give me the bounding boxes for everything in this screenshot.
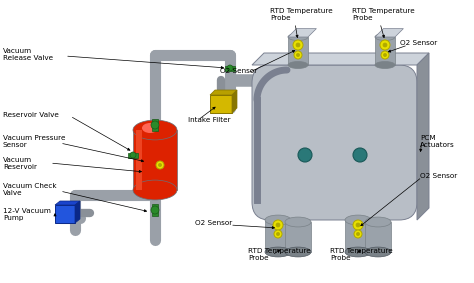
- Circle shape: [151, 206, 159, 214]
- Text: O2 Sensor: O2 Sensor: [420, 173, 457, 179]
- Circle shape: [293, 40, 303, 50]
- Bar: [133, 130, 177, 190]
- Circle shape: [276, 223, 280, 227]
- Polygon shape: [55, 201, 80, 205]
- Bar: [365, 222, 391, 252]
- Bar: [128, 153, 138, 158]
- Text: Intake Filter: Intake Filter: [188, 117, 231, 123]
- Text: PCM
Actuators: PCM Actuators: [420, 135, 455, 148]
- Circle shape: [227, 65, 233, 71]
- Ellipse shape: [285, 247, 311, 257]
- Text: RTD Temperature
Probe: RTD Temperature Probe: [248, 248, 311, 261]
- Circle shape: [273, 220, 283, 230]
- Ellipse shape: [365, 247, 391, 257]
- Text: O2 Sensor: O2 Sensor: [400, 40, 437, 46]
- Text: Reservoir Valve: Reservoir Valve: [3, 112, 59, 118]
- Circle shape: [130, 152, 136, 158]
- Text: RTD Temperature
Probe: RTD Temperature Probe: [270, 8, 333, 21]
- FancyBboxPatch shape: [252, 65, 417, 220]
- Circle shape: [353, 148, 367, 162]
- Circle shape: [380, 40, 390, 50]
- Circle shape: [151, 121, 159, 129]
- Bar: [152, 204, 158, 216]
- Circle shape: [354, 230, 362, 238]
- Bar: [265, 220, 291, 252]
- Text: O2 Sensor: O2 Sensor: [195, 220, 232, 226]
- Bar: [375, 37, 395, 65]
- Circle shape: [353, 220, 363, 230]
- Polygon shape: [252, 53, 429, 65]
- Text: Vacuum Pressure
Sensor: Vacuum Pressure Sensor: [3, 135, 65, 148]
- Ellipse shape: [365, 217, 391, 227]
- Ellipse shape: [375, 33, 395, 40]
- Bar: [210, 95, 232, 113]
- Bar: [55, 205, 75, 223]
- Circle shape: [356, 232, 360, 236]
- Ellipse shape: [133, 180, 177, 200]
- Circle shape: [298, 148, 312, 162]
- Text: O2 Sensor: O2 Sensor: [220, 68, 257, 74]
- Polygon shape: [375, 29, 403, 37]
- Text: Vacuum Check
Valve: Vacuum Check Valve: [3, 183, 56, 196]
- Circle shape: [156, 161, 164, 169]
- Circle shape: [276, 232, 280, 236]
- Text: Vacuum
Reservoir: Vacuum Reservoir: [3, 157, 37, 170]
- Circle shape: [294, 51, 302, 59]
- Ellipse shape: [345, 215, 371, 225]
- Bar: [288, 37, 308, 65]
- Circle shape: [383, 53, 387, 57]
- Ellipse shape: [133, 120, 177, 140]
- Text: Vacuum
Release Valve: Vacuum Release Valve: [3, 48, 53, 61]
- Polygon shape: [136, 130, 142, 190]
- Circle shape: [274, 230, 282, 238]
- Circle shape: [383, 43, 387, 47]
- Text: RTD Temperature
Probe: RTD Temperature Probe: [352, 8, 415, 21]
- Circle shape: [296, 43, 300, 47]
- Ellipse shape: [288, 33, 308, 40]
- Ellipse shape: [285, 217, 311, 227]
- Circle shape: [356, 223, 360, 227]
- Polygon shape: [210, 90, 237, 95]
- Text: 12-V Vacuum
Pump: 12-V Vacuum Pump: [3, 208, 51, 221]
- Ellipse shape: [265, 215, 291, 225]
- Ellipse shape: [375, 61, 395, 68]
- Polygon shape: [288, 29, 317, 37]
- Polygon shape: [232, 90, 237, 113]
- Circle shape: [381, 51, 389, 59]
- Polygon shape: [75, 201, 80, 223]
- Bar: [345, 220, 371, 252]
- Ellipse shape: [288, 61, 308, 68]
- Bar: [285, 222, 311, 252]
- Bar: [225, 66, 235, 71]
- Ellipse shape: [142, 123, 158, 133]
- Text: RTD Temperature
Probe: RTD Temperature Probe: [330, 248, 393, 261]
- Circle shape: [296, 53, 300, 57]
- Circle shape: [158, 163, 162, 167]
- Bar: [152, 119, 158, 131]
- Ellipse shape: [345, 247, 371, 257]
- Polygon shape: [417, 53, 429, 220]
- Ellipse shape: [265, 247, 291, 257]
